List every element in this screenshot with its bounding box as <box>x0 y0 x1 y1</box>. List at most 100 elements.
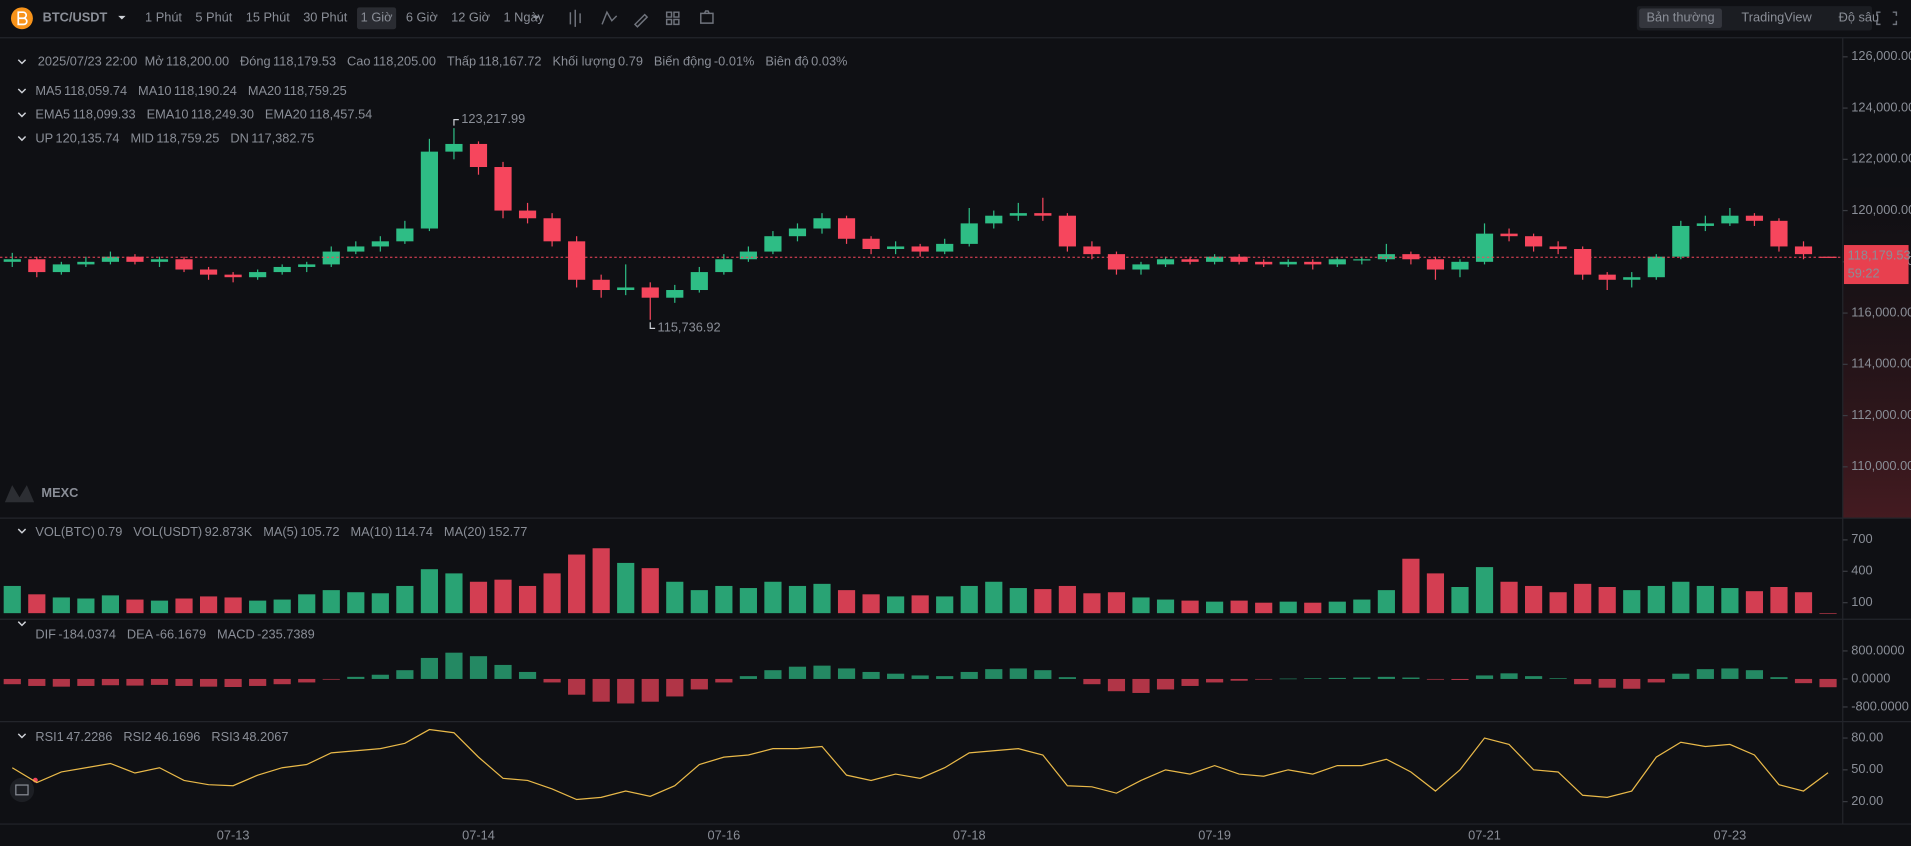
macd-bar <box>1525 676 1543 679</box>
volume-bar <box>862 594 880 614</box>
macd-bar <box>1402 677 1420 679</box>
interval-caret[interactable] <box>532 15 540 20</box>
legend-value: 118,059.74 <box>64 83 127 98</box>
candle-body <box>28 259 46 273</box>
legend-label: MA(20) <box>444 524 486 539</box>
macd-bar <box>1770 677 1788 679</box>
macd-bar <box>1696 669 1714 679</box>
collapse-toggle[interactable] <box>17 621 27 627</box>
legend-value: -66.1679 <box>156 626 206 641</box>
volume-bar <box>1304 602 1322 614</box>
low-label: 115,736.92 <box>658 320 721 335</box>
fullscreen[interactable] <box>1876 11 1898 26</box>
macd-bar <box>960 671 978 679</box>
candle-body <box>1598 274 1616 280</box>
collapse-toggle[interactable] <box>17 733 27 739</box>
macd-bar <box>347 676 365 679</box>
macd-bar <box>1377 676 1395 679</box>
volume-bar <box>1647 585 1665 614</box>
volume-bar <box>101 595 120 614</box>
y-tick-label: 114,000.00 <box>1851 356 1911 371</box>
view-tab[interactable]: Bản thường <box>1647 10 1715 25</box>
candle-body <box>592 279 610 291</box>
macd-bar <box>1156 678 1175 690</box>
macd-bar <box>641 678 659 702</box>
candle-body <box>1009 213 1027 216</box>
volume-bar <box>1696 585 1714 614</box>
symbol-caret[interactable] <box>118 15 126 20</box>
macd-bar <box>494 664 512 679</box>
legend-label: MA10 <box>138 83 171 98</box>
collapse-toggle[interactable] <box>17 528 27 534</box>
candle-body <box>837 218 856 239</box>
volume-bar <box>518 585 537 614</box>
legend-label: MA(10) <box>350 524 392 539</box>
candle-body <box>469 143 488 168</box>
draw-tool[interactable] <box>633 13 649 28</box>
macd-bar <box>1034 670 1052 679</box>
macd-bar <box>862 671 880 679</box>
view-tab[interactable]: TradingView <box>1741 10 1812 25</box>
interval-tab[interactable]: 30 Phút <box>303 10 348 25</box>
view-tab[interactable]: Độ sâu <box>1839 10 1879 25</box>
macd-bar <box>445 652 463 679</box>
legend-value: 118,759.25 <box>156 130 219 145</box>
volume-bar <box>347 592 365 614</box>
macd-bar <box>617 678 635 704</box>
macd-bar <box>1549 678 1567 679</box>
volume-bar <box>420 569 438 614</box>
candle-tool[interactable] <box>569 9 581 27</box>
candle-body <box>1402 254 1420 260</box>
candle-body <box>445 143 463 152</box>
candle-body <box>1672 225 1690 257</box>
layout-tool[interactable] <box>665 11 680 26</box>
legend-label: MACD <box>217 626 255 641</box>
candle-body <box>788 228 807 237</box>
macd-bar <box>1500 673 1518 679</box>
macd-bar <box>1623 678 1641 689</box>
legend-label: Mở <box>145 54 164 69</box>
interval-tab[interactable]: 1 Giờ <box>361 10 393 25</box>
candle-body <box>518 210 537 219</box>
candle-body <box>543 218 561 242</box>
legend-label: DEA <box>127 626 154 641</box>
camera-tool[interactable] <box>700 10 714 24</box>
candle-body <box>1206 256 1224 262</box>
last-price-box <box>1843 245 1909 285</box>
last-price-label: 118,179.53 <box>1848 247 1911 262</box>
legend-label: Biến động <box>654 54 712 69</box>
volume-bar <box>1721 588 1739 614</box>
candle-body <box>77 261 95 265</box>
coin-glyph <box>17 11 28 26</box>
legend-label: RSI3 <box>211 729 239 744</box>
collapse-toggle[interactable] <box>17 112 27 118</box>
candle-body <box>347 246 365 252</box>
interval-tab[interactable]: 12 Giờ <box>451 10 490 25</box>
candle-body <box>1083 246 1101 255</box>
indicator-tool[interactable] <box>601 10 618 25</box>
y-tick-label: 20.00 <box>1851 793 1883 808</box>
legend-value: -184.0374 <box>58 626 116 641</box>
volume-bar <box>1819 613 1837 614</box>
legend-label: EMA5 <box>35 107 70 122</box>
collapse-toggle[interactable] <box>17 88 27 94</box>
interval-tab[interactable]: 6 Giờ <box>406 10 438 25</box>
legend-value: 118,249.30 <box>191 107 254 122</box>
legend-value: -0.01% <box>714 54 754 69</box>
candle-body <box>1574 249 1592 275</box>
interval-tab[interactable]: 1 Phút <box>145 10 182 25</box>
legend-label: Khối lượng <box>552 54 615 69</box>
interval-tab[interactable]: 5 Phút <box>195 10 232 25</box>
candle-body <box>224 274 242 278</box>
interval-tab[interactable]: 15 Phút <box>246 10 291 25</box>
float-button[interactable] <box>9 777 35 803</box>
volume-bar <box>1009 588 1027 614</box>
collapse-toggle[interactable] <box>17 59 27 65</box>
collapse-toggle[interactable] <box>17 136 27 142</box>
volume-bar <box>911 595 929 614</box>
interval-tab[interactable]: 1 Ngày <box>503 10 544 25</box>
volume-bar <box>298 594 316 614</box>
volume-bar <box>1402 558 1420 614</box>
legend-label: MID <box>130 130 153 145</box>
low-marker <box>649 322 656 329</box>
